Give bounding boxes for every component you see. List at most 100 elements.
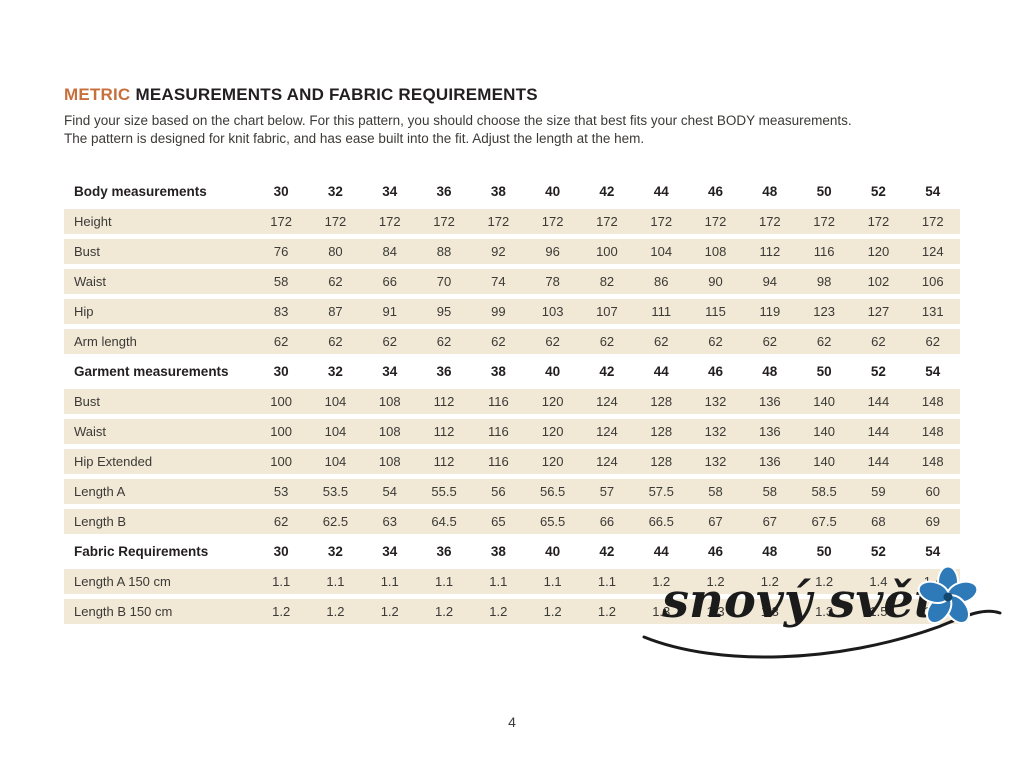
value-cell: 120 xyxy=(525,449,580,474)
value-cell: 62 xyxy=(742,329,797,354)
value-cell: 103 xyxy=(525,299,580,324)
value-cell: 1.3 xyxy=(742,599,797,624)
value-cell: 92 xyxy=(471,239,526,264)
row-label: Length A xyxy=(64,479,254,504)
value-cell: 62 xyxy=(905,329,960,354)
table-row: Waist 100 104 108 112 116 120 124 128 132 136 140 14… xyxy=(64,419,960,444)
value-cell: 112 xyxy=(742,239,797,264)
value-cell: 104 xyxy=(308,389,363,414)
size-header-cell: 32 xyxy=(308,359,363,384)
size-header-cell: 42 xyxy=(579,179,635,204)
value-cell: 172 xyxy=(254,209,309,234)
table-row: Waist 58 62 66 70 74 78 82 86 90 94 98 102 106 xyxy=(64,269,960,294)
row-label: Length B xyxy=(64,509,254,534)
size-header-cell: 32 xyxy=(308,179,363,204)
value-cell: 148 xyxy=(905,389,960,414)
value-cell: 131 xyxy=(905,299,960,324)
row-label: Arm length xyxy=(64,329,254,354)
value-cell: 112 xyxy=(416,449,472,474)
value-cell: 1.3 xyxy=(634,599,689,624)
value-cell: 1.4 xyxy=(851,569,906,594)
measurement-table: Body measurements 30 32 34 36 38 40 42 44 46 48 50 5… xyxy=(64,174,960,629)
value-cell: 67 xyxy=(688,509,743,534)
value-cell: 1.3 xyxy=(688,599,743,624)
value-cell: 112 xyxy=(416,389,472,414)
value-cell: 53 xyxy=(254,479,309,504)
value-cell: 116 xyxy=(471,389,526,414)
size-header-cell: 42 xyxy=(579,359,635,384)
value-cell: 95 xyxy=(416,299,472,324)
value-cell: 62 xyxy=(254,329,309,354)
value-cell: 107 xyxy=(579,299,635,324)
size-header-cell: 36 xyxy=(416,539,472,564)
page-title: METRIC MEASUREMENTS AND FABRIC REQUIREMEN… xyxy=(64,85,960,105)
value-cell: 66 xyxy=(362,269,417,294)
value-cell: 172 xyxy=(362,209,417,234)
size-header-cell: 40 xyxy=(525,359,580,384)
value-cell: 172 xyxy=(851,209,906,234)
value-cell: 98 xyxy=(796,269,852,294)
value-cell: 108 xyxy=(362,389,417,414)
table-row: Hip 83 87 91 95 99 103 107 111 115 119 123 127 131 xyxy=(64,299,960,324)
size-header-cell: 30 xyxy=(254,179,309,204)
value-cell: 148 xyxy=(905,449,960,474)
value-cell: 128 xyxy=(634,449,689,474)
value-cell: 1.2 xyxy=(796,569,852,594)
value-cell: 108 xyxy=(362,419,417,444)
value-cell: 144 xyxy=(851,419,906,444)
size-header-cell: 52 xyxy=(851,359,906,384)
value-cell: 144 xyxy=(851,449,906,474)
row-label: Waist xyxy=(64,269,254,294)
value-cell: 67 xyxy=(742,509,797,534)
size-header-cell: 38 xyxy=(471,539,526,564)
value-cell: 91 xyxy=(362,299,417,324)
value-cell: 1.2 xyxy=(254,599,309,624)
value-cell: 1.1 xyxy=(525,569,580,594)
size-header-cell: 46 xyxy=(688,179,743,204)
size-header-cell: 40 xyxy=(525,179,580,204)
table-row: Bust 100 104 108 112 116 120 124 128 132 136 140 144… xyxy=(64,389,960,414)
value-cell: 148 xyxy=(905,419,960,444)
section-header-row: Garment measurements 30 32 34 36 38 40 42 44 46 48… xyxy=(64,359,960,384)
intro-line-1: Find your size based on the chart below.… xyxy=(64,113,852,128)
value-cell: 62 xyxy=(308,329,363,354)
value-cell: 104 xyxy=(308,419,363,444)
section-header-label: Body measurements xyxy=(64,179,254,204)
table-row: Length B 62 62.5 63 64.5 65 65.5 66 66.5 67 67 67.5… xyxy=(64,509,960,534)
table-row: Arm length 62 62 62 62 62 62 62 62 62 62 62 62 62 xyxy=(64,329,960,354)
value-cell: 99 xyxy=(471,299,526,324)
value-cell: 94 xyxy=(742,269,797,294)
value-cell: 124 xyxy=(905,239,960,264)
measurement-table-body: Body measurements 30 32 34 36 38 40 42 44 46 48 50 5… xyxy=(64,179,960,624)
value-cell: 172 xyxy=(905,209,960,234)
value-cell: 62 xyxy=(796,329,852,354)
value-cell: 124 xyxy=(579,419,635,444)
size-header-cell: 48 xyxy=(742,539,797,564)
value-cell: 1.2 xyxy=(742,569,797,594)
value-cell: 128 xyxy=(634,389,689,414)
value-cell: 90 xyxy=(688,269,743,294)
value-cell: 83 xyxy=(254,299,309,324)
size-header-cell: 44 xyxy=(634,539,689,564)
value-cell: 1.2 xyxy=(308,599,363,624)
value-cell: 60 xyxy=(905,479,960,504)
value-cell: 128 xyxy=(634,419,689,444)
value-cell: 59 xyxy=(851,479,906,504)
size-header-cell: 48 xyxy=(742,359,797,384)
value-cell: 115 xyxy=(688,299,743,324)
value-cell: 1.2 xyxy=(525,599,580,624)
size-header-cell: 30 xyxy=(254,539,309,564)
size-header-cell: 46 xyxy=(688,359,743,384)
row-label: Bust xyxy=(64,239,254,264)
table-row: Length B 150 cm 1.2 1.2 1.2 1.2 1.2 1.2 1.2 1.3 1… xyxy=(64,599,960,624)
value-cell: 100 xyxy=(579,239,635,264)
value-cell: 86 xyxy=(634,269,689,294)
value-cell: 172 xyxy=(634,209,689,234)
value-cell: 132 xyxy=(688,449,743,474)
value-cell: 140 xyxy=(796,389,852,414)
size-header-cell: 52 xyxy=(851,179,906,204)
value-cell: 1.1 xyxy=(471,569,526,594)
section-header-label: Fabric Requirements xyxy=(64,539,254,564)
value-cell: 62 xyxy=(525,329,580,354)
